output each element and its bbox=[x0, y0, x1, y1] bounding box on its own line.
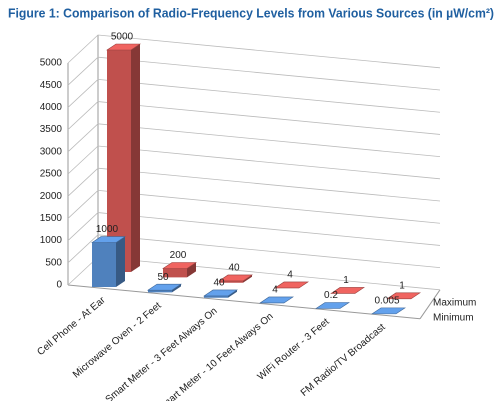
x-tick-label: Smart Meter - 3 Feet Always On bbox=[104, 306, 220, 401]
grid-line bbox=[67, 234, 441, 269]
bar bbox=[107, 50, 131, 272]
legend-label: Maximum bbox=[433, 298, 476, 309]
grid-line bbox=[67, 101, 441, 135]
y-tick-label: 0 bbox=[56, 280, 62, 291]
x-tick-label: Cell Phone - At Ear bbox=[35, 294, 108, 358]
bar-top bbox=[259, 296, 294, 304]
data-label: 1000 bbox=[96, 224, 119, 235]
grid-line bbox=[67, 189, 441, 224]
data-label: 40 bbox=[213, 278, 225, 289]
bar-top bbox=[371, 307, 406, 315]
y-tick-label: 3500 bbox=[40, 124, 63, 135]
bar bbox=[219, 280, 243, 283]
bar-side bbox=[172, 284, 181, 293]
data-label: 1 bbox=[343, 275, 349, 286]
bar bbox=[92, 242, 116, 287]
bar-top bbox=[91, 236, 126, 243]
bar-top bbox=[218, 274, 253, 282]
x-tick-label: Smart Meter - 10 Feet Always On bbox=[155, 311, 275, 401]
grid-line bbox=[67, 56, 441, 91]
bar-side bbox=[116, 236, 125, 287]
y-tick-label: 1000 bbox=[40, 235, 63, 246]
grid-line bbox=[67, 34, 441, 69]
grid-line bbox=[67, 78, 441, 113]
grid-line bbox=[67, 123, 441, 158]
y-tick-label: 5000 bbox=[40, 58, 63, 69]
bar-top bbox=[147, 283, 182, 291]
y-tick-label: 4000 bbox=[40, 102, 63, 113]
data-label: 5000 bbox=[111, 32, 134, 43]
chart-title: Figure 1: Comparison of Radio-Frequency … bbox=[8, 5, 494, 20]
grid-line bbox=[67, 212, 441, 246]
bar-top bbox=[315, 302, 350, 309]
data-label: 0.2 bbox=[324, 290, 338, 301]
bar-top bbox=[330, 287, 365, 294]
bar-side bbox=[243, 274, 252, 283]
bar-top bbox=[203, 289, 238, 297]
y-tick-label: 2000 bbox=[40, 191, 63, 202]
bar-top bbox=[162, 262, 197, 269]
data-label: 40 bbox=[228, 263, 240, 274]
y-tick-label: 2500 bbox=[40, 169, 63, 180]
bar-top bbox=[106, 43, 141, 51]
bar-side bbox=[187, 262, 196, 278]
data-label: 4 bbox=[272, 285, 278, 296]
bar-side bbox=[131, 44, 140, 272]
legend-label: Minimum bbox=[433, 313, 474, 324]
bar bbox=[163, 268, 187, 278]
floor-edge bbox=[419, 289, 441, 320]
bar-top bbox=[386, 292, 421, 300]
y-tick-label: 500 bbox=[45, 257, 62, 268]
bar-top bbox=[274, 281, 309, 289]
y-tick-label: 3000 bbox=[40, 146, 63, 157]
data-label: 200 bbox=[170, 250, 187, 261]
data-label: 50 bbox=[157, 272, 169, 283]
bar bbox=[148, 290, 172, 293]
data-label: 0.005 bbox=[374, 296, 399, 307]
y-tick-label: 4500 bbox=[40, 80, 63, 91]
grid-line bbox=[67, 145, 441, 180]
y-tick-label: 1500 bbox=[40, 213, 63, 224]
bar-side bbox=[228, 289, 237, 298]
data-label: 4 bbox=[287, 270, 293, 281]
data-label: 1 bbox=[399, 280, 405, 291]
floor-edge bbox=[67, 284, 421, 320]
grid-line bbox=[67, 167, 441, 202]
bar bbox=[204, 295, 228, 298]
